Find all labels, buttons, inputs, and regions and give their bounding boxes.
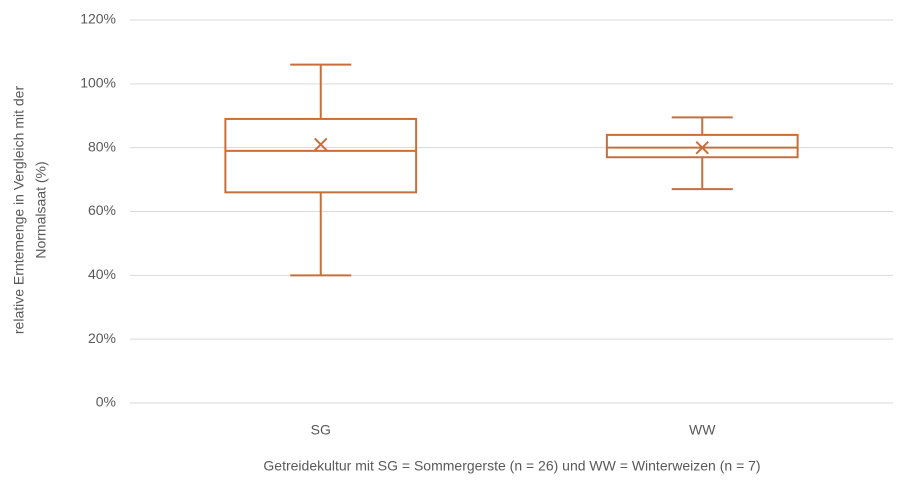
y-tick-label: 0%: [96, 394, 116, 410]
y-tick-label: 120%: [80, 11, 116, 27]
y-tick-label: 60%: [88, 202, 116, 218]
x-axis-label: Getreidekultur mit SG = Sommergerste (n …: [263, 458, 760, 474]
y-axis-label: relative Erntemenge in Vergleich mit der: [11, 86, 27, 335]
x-tick-label: WW: [689, 422, 716, 438]
y-tick-label: 20%: [88, 330, 116, 346]
y-axis-label: Normalsaat (%): [33, 161, 49, 258]
y-tick-label: 80%: [88, 138, 116, 154]
mean-marker: [314, 137, 328, 152]
mean-marker: [695, 140, 709, 155]
box: [605, 133, 799, 159]
y-tick-label: 40%: [88, 266, 116, 282]
y-tick-label: 100%: [80, 75, 116, 91]
x-tick-label: SG: [311, 422, 331, 438]
box: [224, 117, 418, 194]
